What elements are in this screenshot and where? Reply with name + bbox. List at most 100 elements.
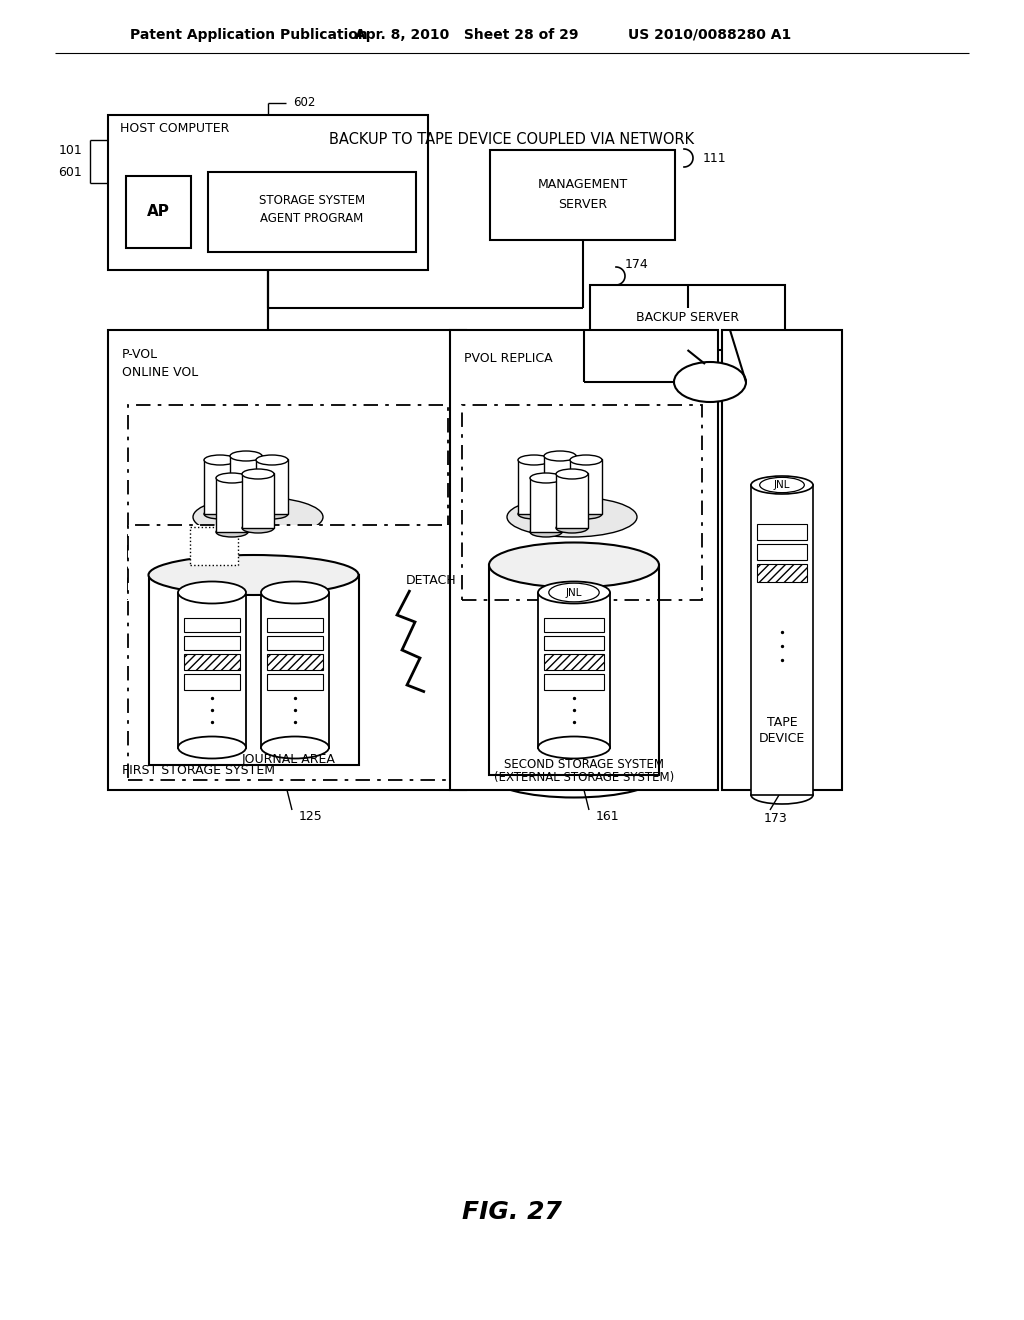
Ellipse shape (489, 543, 659, 587)
Text: P-VOL: P-VOL (122, 348, 158, 362)
Ellipse shape (261, 737, 329, 759)
Bar (757, 524, 807, 540)
Ellipse shape (230, 506, 262, 515)
Text: AP: AP (147, 205, 170, 219)
Text: DETACH: DETACH (406, 573, 457, 586)
Ellipse shape (530, 473, 562, 483)
Ellipse shape (216, 527, 248, 537)
Text: 173: 173 (764, 812, 787, 825)
Ellipse shape (556, 469, 588, 479)
Bar (204, 459, 236, 513)
Ellipse shape (256, 455, 288, 465)
Bar (538, 593, 610, 747)
Bar (544, 653, 604, 671)
Text: PVOL REPLICA: PVOL REPLICA (464, 351, 553, 364)
Ellipse shape (178, 737, 246, 759)
Text: Apr. 8, 2010   Sheet 28 of 29: Apr. 8, 2010 Sheet 28 of 29 (355, 28, 579, 42)
Bar (267, 675, 323, 690)
Text: (EXTERNAL STORAGE SYSTEM): (EXTERNAL STORAGE SYSTEM) (494, 771, 674, 784)
Bar (722, 330, 842, 789)
Text: AGENT PROGRAM: AGENT PROGRAM (260, 211, 364, 224)
Ellipse shape (570, 510, 602, 519)
Bar (184, 653, 240, 671)
Ellipse shape (674, 362, 746, 403)
Text: JOURNAL AREA: JOURNAL AREA (242, 754, 336, 767)
Ellipse shape (193, 498, 323, 537)
Bar (267, 653, 323, 671)
Ellipse shape (751, 785, 813, 804)
Bar (126, 176, 191, 248)
Ellipse shape (148, 554, 358, 595)
Text: MANAGEMENT: MANAGEMENT (538, 178, 628, 191)
Bar (570, 459, 602, 513)
Bar (450, 330, 718, 789)
Ellipse shape (570, 455, 602, 465)
Text: 602: 602 (293, 96, 315, 110)
Ellipse shape (489, 752, 659, 797)
Ellipse shape (204, 455, 236, 465)
Ellipse shape (544, 506, 575, 515)
Bar (184, 675, 240, 690)
Text: JNL: JNL (774, 480, 791, 490)
Ellipse shape (178, 582, 246, 603)
Ellipse shape (518, 510, 550, 519)
Ellipse shape (148, 744, 358, 785)
Bar (462, 405, 702, 601)
Text: TAPE: TAPE (767, 715, 798, 729)
Text: DEVICE: DEVICE (759, 731, 805, 744)
Bar (128, 405, 449, 601)
Bar (256, 459, 288, 513)
Text: SERVER: SERVER (558, 198, 607, 211)
Ellipse shape (242, 469, 274, 479)
Ellipse shape (230, 451, 262, 461)
Bar (190, 527, 238, 565)
Bar (148, 576, 358, 766)
Text: FIG. 27: FIG. 27 (462, 1200, 562, 1224)
Bar (184, 618, 240, 632)
Ellipse shape (538, 737, 610, 759)
Text: 161: 161 (596, 809, 620, 822)
Text: SECOND STORAGE SYSTEM: SECOND STORAGE SYSTEM (504, 759, 664, 771)
Bar (757, 564, 807, 582)
Bar (261, 593, 329, 747)
Bar (178, 593, 246, 747)
Text: BACKUP TO TAPE DEVICE COUPLED VIA NETWORK: BACKUP TO TAPE DEVICE COUPLED VIA NETWOR… (330, 132, 694, 148)
Bar (490, 150, 675, 240)
Ellipse shape (530, 527, 562, 537)
Ellipse shape (256, 510, 288, 519)
Ellipse shape (751, 477, 813, 494)
Ellipse shape (760, 478, 804, 492)
Ellipse shape (261, 582, 329, 603)
Ellipse shape (538, 582, 610, 603)
Text: 111: 111 (703, 152, 727, 165)
Text: US 2010/0088280 A1: US 2010/0088280 A1 (628, 28, 792, 42)
Bar (489, 565, 659, 775)
Bar (544, 675, 604, 690)
Ellipse shape (549, 583, 599, 602)
Text: 601: 601 (58, 166, 82, 180)
Bar (108, 115, 428, 271)
Bar (267, 618, 323, 632)
Text: FIRST STORAGE SYSTEM: FIRST STORAGE SYSTEM (122, 763, 275, 776)
Bar (128, 525, 450, 780)
Bar (208, 172, 416, 252)
Bar (242, 473, 274, 528)
Bar (544, 636, 604, 649)
Text: STORAGE SYSTEM: STORAGE SYSTEM (259, 194, 366, 206)
Text: HOST COMPUTER: HOST COMPUTER (120, 123, 229, 136)
Bar (216, 477, 248, 532)
Text: BACKUP SERVER: BACKUP SERVER (636, 312, 739, 323)
Bar (108, 330, 466, 789)
Bar (184, 636, 240, 649)
Text: 174: 174 (625, 259, 649, 272)
Bar (556, 473, 588, 528)
Bar (267, 636, 323, 649)
Text: Patent Application Publication: Patent Application Publication (130, 28, 368, 42)
Bar (544, 455, 575, 510)
Bar (530, 477, 562, 532)
Ellipse shape (216, 473, 248, 483)
Ellipse shape (518, 455, 550, 465)
Bar (544, 618, 604, 632)
Text: JNL: JNL (565, 587, 583, 598)
Bar (751, 484, 813, 795)
